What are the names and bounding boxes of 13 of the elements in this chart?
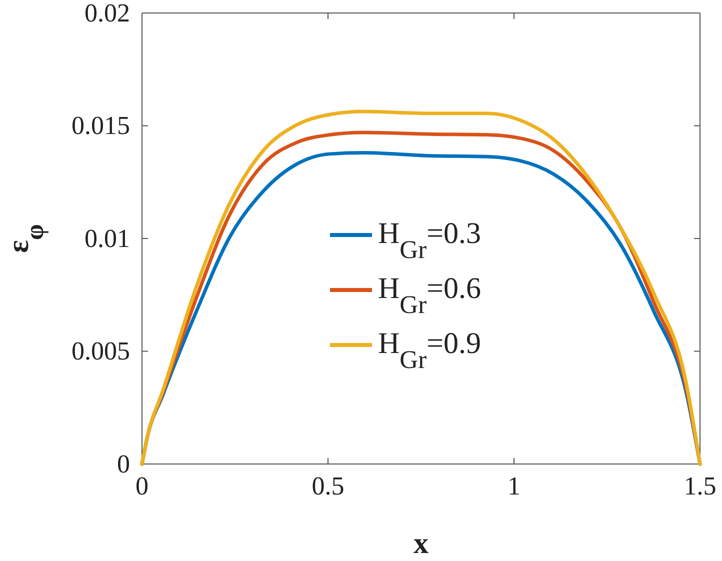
- y-tick-label: 0.02: [84, 0, 130, 28]
- x-axis-title: x: [414, 527, 428, 560]
- x-tick-label: 0.5: [312, 471, 344, 500]
- y-tick-label: 0.005: [72, 336, 130, 366]
- legend-label: H$_{Gr}$=0.9: [378, 327, 482, 374]
- y-tick-label: 0: [117, 449, 130, 478]
- x-tick-label: 1.5: [684, 471, 716, 500]
- x-tick-label: 1: [508, 471, 520, 500]
- y-tick-label: 0.01: [84, 224, 130, 253]
- legend-label: H$_{Gr}$=0.6: [378, 272, 482, 318]
- legend-label: H$_{Gr}$=0.3: [378, 217, 482, 264]
- x-tick-label: 0: [136, 471, 148, 500]
- y-tick-label: 0.015: [72, 111, 130, 140]
